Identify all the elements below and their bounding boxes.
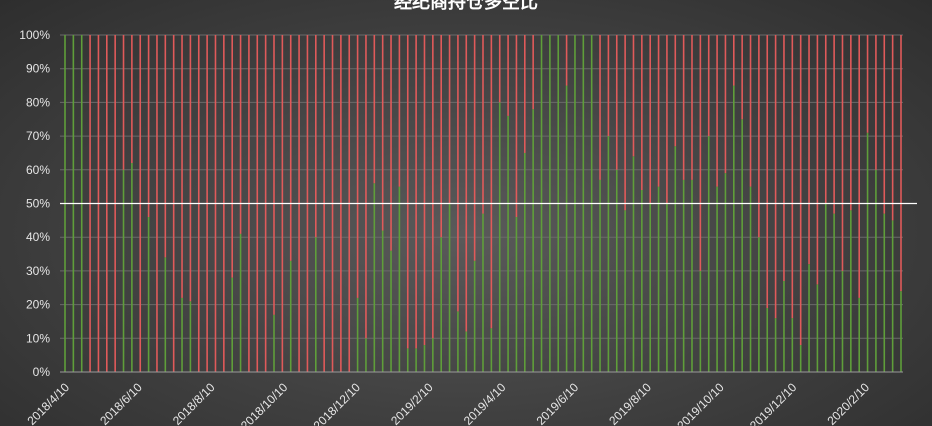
x-tick-label: 2019/2/10	[388, 380, 436, 426]
x-tick-label: 2018/10/10	[238, 380, 291, 426]
x-tick-label: 2019/10/10	[674, 380, 727, 426]
x-tick-label: 2018/12/10	[311, 380, 364, 426]
y-tick-label: 70%	[26, 129, 50, 143]
y-tick-label: 60%	[26, 163, 50, 177]
x-tick-label: 2019/6/10	[534, 380, 582, 426]
y-tick-label: 100%	[19, 28, 50, 42]
y-tick-label: 20%	[26, 298, 50, 312]
x-axis-ticks: 2018/4/10 2018/6/10 2018/8/10 2018/10/10 201…	[24, 380, 872, 426]
y-tick-label: 50%	[26, 197, 50, 211]
chart-title: 经纪商持仓多空比	[394, 0, 538, 13]
y-tick-label: 90%	[26, 62, 50, 76]
y-tick-label: 10%	[26, 331, 50, 345]
y-tick-label: 80%	[26, 95, 50, 109]
x-tick-label: 2019/4/10	[461, 380, 509, 426]
x-tick-label: 2019/8/10	[606, 380, 654, 426]
y-tick-label: 40%	[26, 230, 50, 244]
y-tick-label: 0%	[33, 365, 51, 379]
x-tick-label: 2018/6/10	[97, 380, 145, 426]
x-tick-label: 2018/8/10	[170, 380, 218, 426]
x-tick-label: 2019/12/10	[747, 380, 800, 426]
x-tick-label: 2020/2/10	[824, 380, 872, 426]
y-tick-label: 30%	[26, 264, 50, 278]
y-axis-ticks: 0% 10% 20% 30% 40% 50% 60% 70% 80% 90% 100%	[19, 28, 50, 379]
x-tick-label: 2018/4/10	[24, 380, 72, 426]
